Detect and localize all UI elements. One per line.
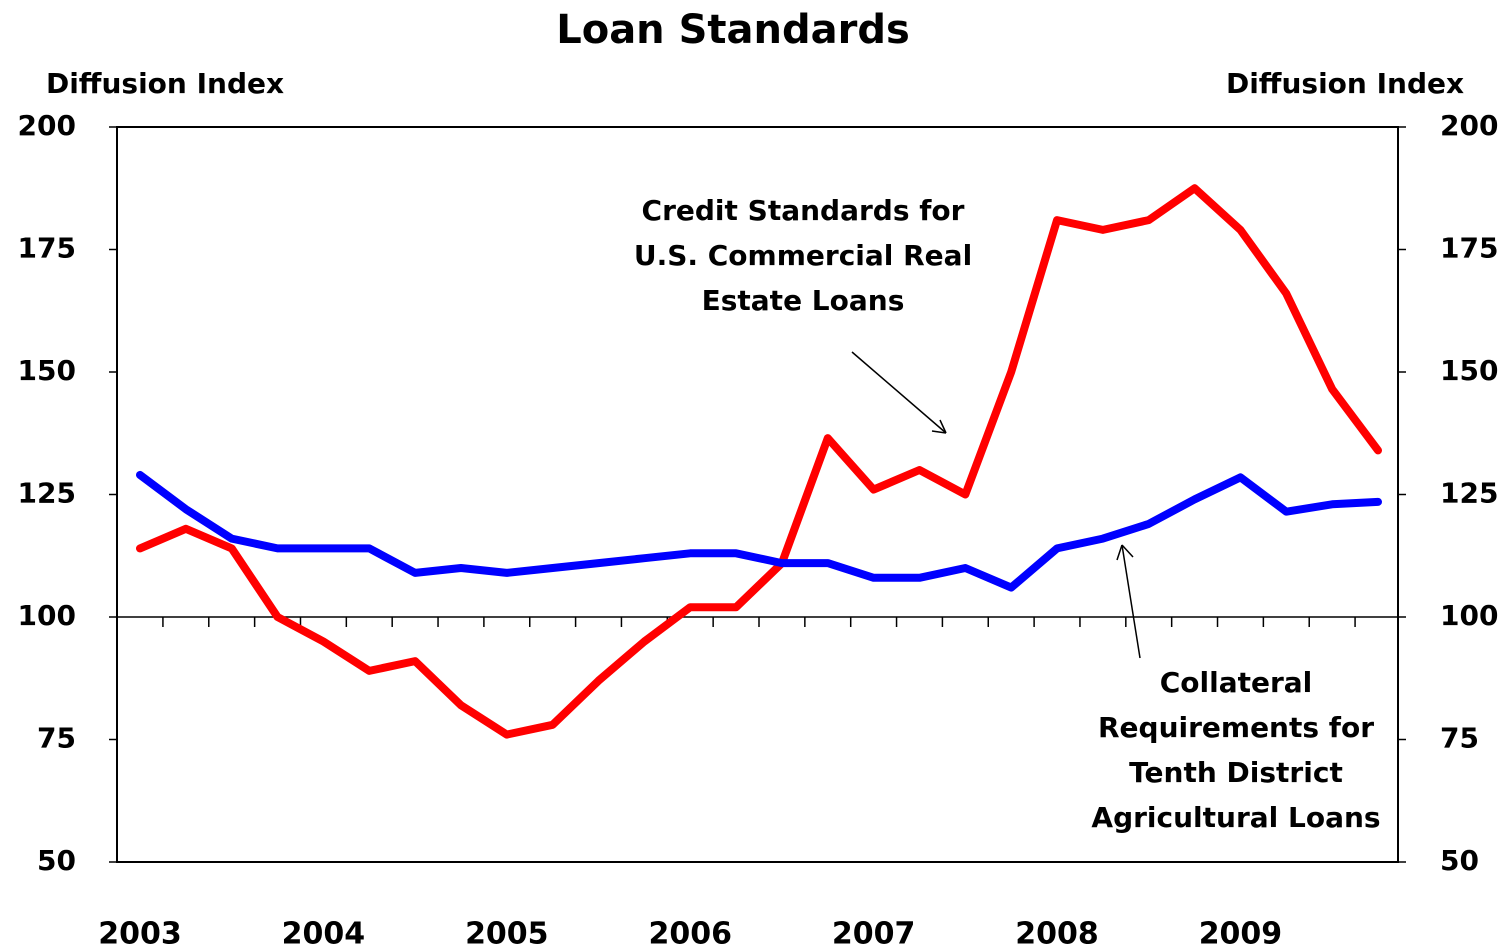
arrow-head — [931, 419, 947, 434]
y2-tick-label: 200 — [1440, 109, 1498, 142]
annotation-arrow — [1121, 544, 1141, 659]
x-tick-label: 2003 — [98, 917, 182, 952]
y-tick-label: 125 — [18, 477, 76, 510]
annotation: Requirements for — [1098, 711, 1374, 744]
annotation: Credit Standards for — [642, 194, 965, 227]
y-tick-label: 50 — [37, 844, 76, 877]
annotation: Collateral — [1160, 666, 1313, 699]
y2-tick-label: 75 — [1440, 722, 1479, 755]
series-line — [136, 470, 1382, 592]
annotation: U.S. Commercial Real — [634, 239, 972, 272]
x-tick-label: 2005 — [465, 917, 549, 952]
y2-axis-label: Diffusion Index — [1226, 67, 1464, 100]
y2-tick-label: 50 — [1440, 844, 1479, 877]
annotation: Agricultural Loans — [1091, 801, 1380, 834]
y2-tick-label: 125 — [1440, 477, 1498, 510]
y-axis-label: Diffusion Index — [46, 67, 284, 100]
x-tick-label: 2006 — [648, 917, 732, 952]
x-tick-label: 2009 — [1199, 917, 1283, 952]
y2-tick-label: 100 — [1440, 599, 1498, 632]
y-tick-label: 100 — [18, 599, 76, 632]
annotation: Estate Loans — [702, 284, 905, 317]
y2-tick-label: 175 — [1440, 232, 1498, 265]
x-tick-label: 2008 — [1015, 917, 1099, 952]
y2-tick-label: 150 — [1440, 354, 1498, 387]
arrow-head — [1116, 544, 1134, 561]
annotation: Tenth District — [1129, 756, 1343, 789]
series-line — [136, 184, 1382, 739]
x-tick-label: 2004 — [282, 917, 366, 952]
annotation-arrow — [851, 351, 947, 434]
y-tick-label: 75 — [37, 722, 76, 755]
y-tick-label: 150 — [18, 354, 76, 387]
y-tick-label: 200 — [18, 109, 76, 142]
chart-title: Loan Standards — [556, 7, 910, 53]
x-tick-label: 2007 — [832, 917, 916, 952]
y-tick-label: 175 — [18, 232, 76, 265]
